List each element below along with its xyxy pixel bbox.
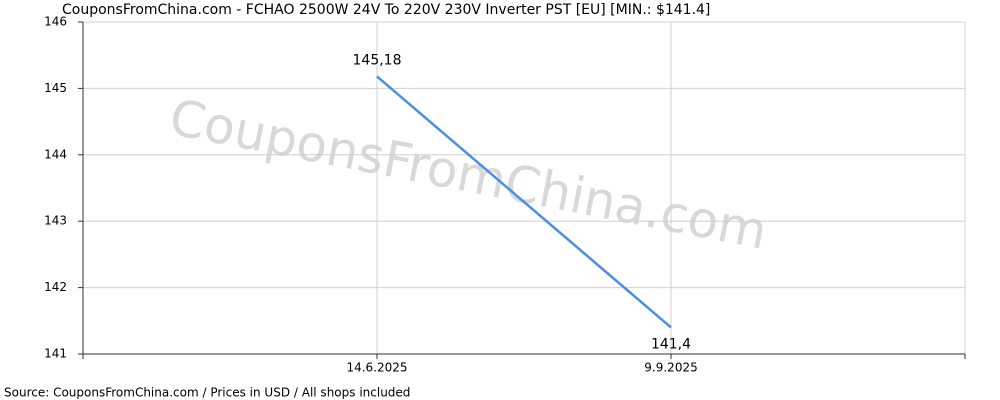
y-tick-label: 143 — [44, 214, 67, 228]
chart-title: CouponsFromChina.com - FCHAO 2500W 24V T… — [62, 2, 710, 18]
y-tick-label: 145 — [44, 81, 67, 95]
y-tick-label: 144 — [44, 147, 67, 161]
price-line — [376, 75, 672, 329]
x-tick-label: 9.9.2025 — [644, 361, 697, 375]
y-tick-label: 141 — [44, 347, 67, 361]
y-tick-label: 142 — [44, 280, 67, 294]
y-tick-label: 146 — [44, 15, 67, 29]
source-note: Source: CouponsFromChina.com / Prices in… — [4, 386, 410, 400]
data-label: 141,4 — [651, 336, 691, 352]
data-label: 145,18 — [353, 52, 402, 68]
x-tick-label: 14.6.2025 — [346, 361, 407, 375]
